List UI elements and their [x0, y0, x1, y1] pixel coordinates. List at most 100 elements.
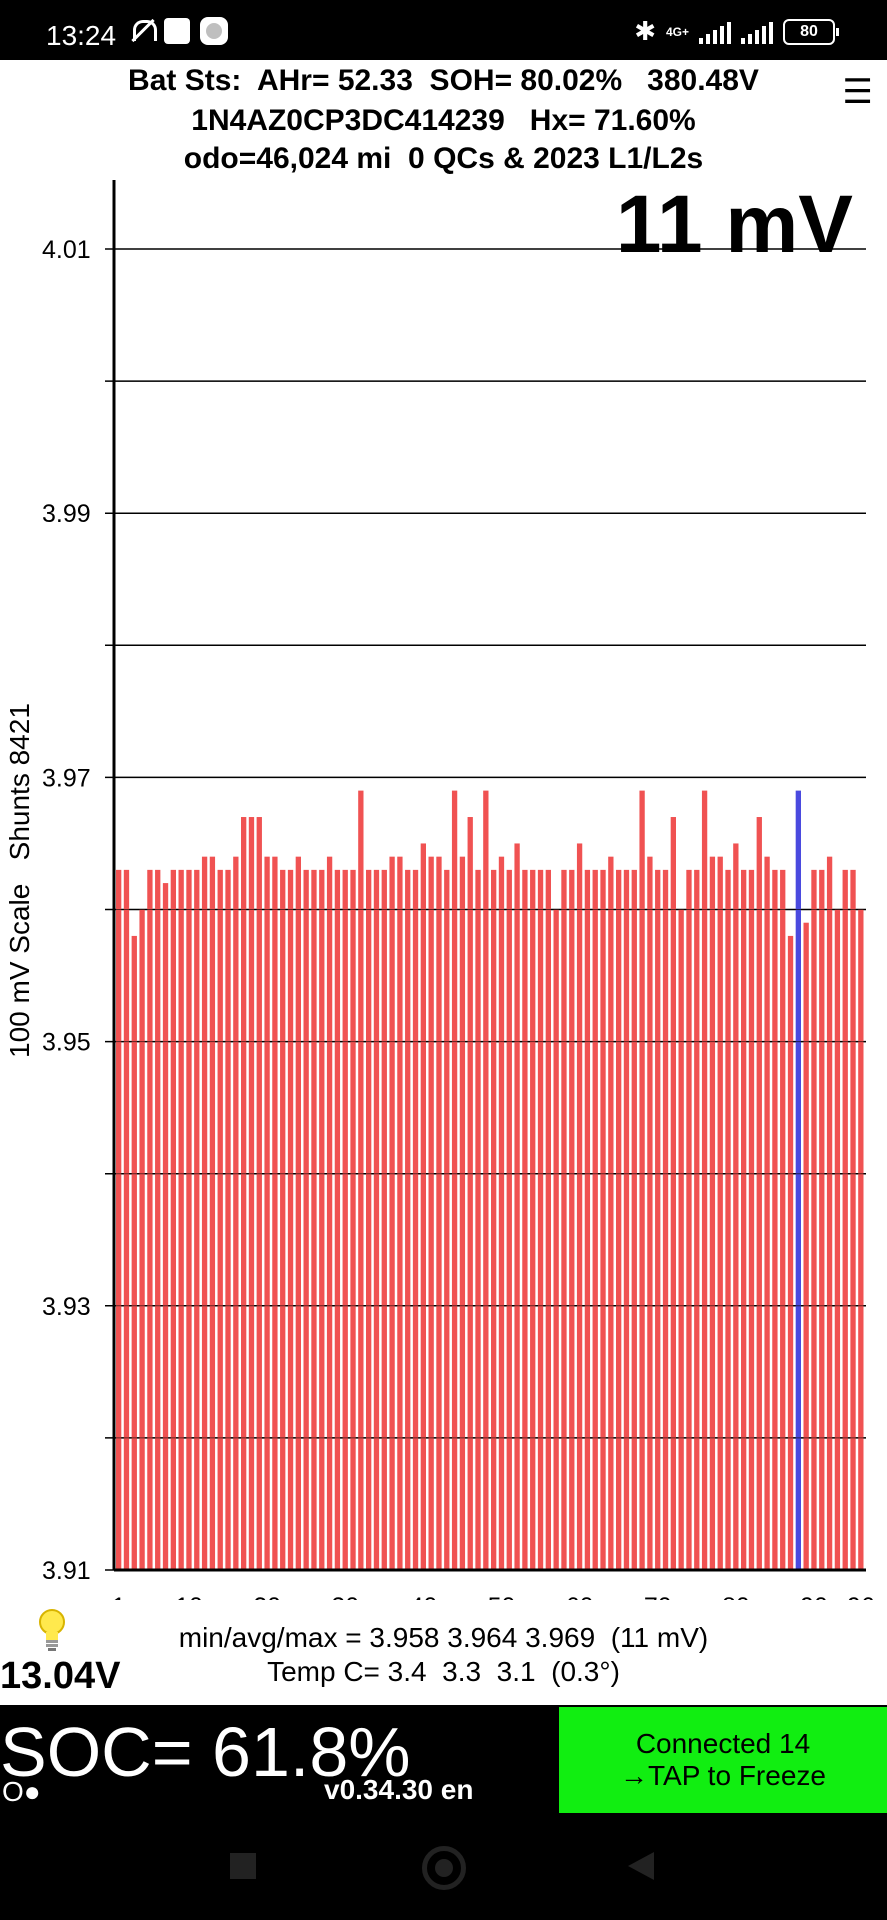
cell-bar-36 — [389, 856, 395, 1570]
x-tick-label: 30 — [331, 1593, 359, 1600]
cell-bar-19 — [256, 817, 262, 1570]
cell-bar-53 — [522, 869, 528, 1570]
network-type-label: 4G+ — [665, 24, 689, 39]
cell-bar-30 — [342, 869, 348, 1570]
vin-line: 1N4AZ0CP3DC414239 Hx= 71.60% — [191, 104, 696, 137]
cell-bar-68 — [639, 790, 645, 1570]
cell-bar-89 — [803, 922, 809, 1570]
cell-bar-61 — [584, 869, 591, 1570]
cell-bar-41 — [428, 856, 434, 1570]
cell-bar-31 — [350, 869, 356, 1570]
cell-bar-47 — [475, 869, 481, 1570]
cell-bar-33 — [366, 869, 372, 1570]
cell-bar-56 — [545, 869, 551, 1570]
cell-bar-92 — [826, 856, 833, 1570]
cell-bar-52 — [514, 843, 520, 1570]
cell-bar-59 — [569, 869, 575, 1570]
x-tick-label: 70 — [644, 1593, 672, 1600]
x-tick-label: 10 — [175, 1593, 203, 1600]
cell-voltage-chart[interactable]: 4.01 3.99 3.97 3.95 3.93 3.91 1 10 20 30 40 50 60 70… — [0, 0, 887, 1600]
cell-bar-66 — [623, 869, 630, 1570]
cell-bar-10 — [186, 869, 192, 1570]
cell-bar-43 — [444, 869, 450, 1570]
cell-bar-69 — [647, 856, 653, 1570]
cell-bar-12 — [201, 856, 208, 1570]
cell-bar-11 — [194, 869, 200, 1570]
lightbulb-icon[interactable] — [36, 1608, 68, 1652]
cell-bar-60 — [576, 843, 583, 1570]
cell-bar-34 — [373, 869, 380, 1570]
aux-battery-voltage: 13.04V — [0, 1655, 121, 1697]
x-tick-label: 60 — [566, 1593, 594, 1600]
tap-to-freeze-label: →TAP to Freeze — [620, 1760, 826, 1791]
cell-bar-62 — [592, 869, 598, 1570]
mute-bell-icon — [130, 18, 157, 44]
cell-bar-32 — [358, 790, 364, 1570]
cell-bar-4 — [139, 909, 145, 1570]
x-tick-label: 1 — [112, 1593, 126, 1600]
notification-icons — [130, 16, 228, 46]
cell-bar-44 — [451, 790, 458, 1570]
cell-bar-64 — [608, 856, 614, 1570]
cell-bar-55 — [537, 869, 544, 1570]
cell-bar-21 — [272, 856, 278, 1570]
cell-bar-88 — [795, 790, 801, 1570]
cell-bar-15 — [225, 869, 231, 1570]
cell-bar-2 — [123, 869, 130, 1570]
cell-bar-94 — [842, 869, 848, 1570]
cell-bar-91 — [819, 869, 825, 1570]
cell-bar-75 — [694, 869, 700, 1570]
y-tick-label: 3.91 — [42, 1557, 91, 1585]
cell-bar-58 — [561, 869, 567, 1570]
cell-bar-85 — [772, 869, 778, 1570]
connect-status-label: Connected 14 — [635, 1728, 811, 1759]
cell-bar-81 — [741, 869, 747, 1570]
signal-strength-icon — [699, 20, 731, 44]
cell-bar-90 — [811, 869, 817, 1570]
home-icon[interactable] — [422, 1846, 466, 1890]
notification-app-icon — [200, 17, 228, 45]
cell-bar-38 — [405, 869, 411, 1570]
cell-bar-14 — [217, 869, 223, 1570]
cell-bar-24 — [295, 856, 301, 1570]
cell-bar-77 — [709, 856, 716, 1570]
cell-bar-9 — [178, 869, 184, 1570]
cell-bar-20 — [264, 856, 270, 1570]
menu-icon[interactable]: ☰ — [842, 73, 873, 111]
y-tick-label: 4.01 — [42, 236, 91, 264]
cell-bar-96 — [858, 909, 864, 1570]
cell-bar-37 — [397, 856, 403, 1570]
cell-bar-74 — [686, 869, 692, 1570]
cell-bar-16 — [233, 856, 239, 1570]
cell-bar-25 — [303, 869, 309, 1570]
x-axis-ticks: 1 10 20 30 40 50 60 70 80 90 96 — [112, 1593, 875, 1600]
system-icons: ✱ 4G+ 80 — [634, 16, 839, 47]
cell-bar-40 — [420, 843, 426, 1570]
cell-bar-73 — [678, 909, 684, 1570]
x-tick-label: 20 — [253, 1593, 281, 1600]
connect-freeze-button[interactable]: Connected 14 →TAP to Freeze — [559, 1707, 887, 1813]
bluetooth-icon: ✱ — [634, 16, 656, 46]
cell-bar-45 — [459, 856, 466, 1570]
recents-icon[interactable] — [230, 1853, 256, 1879]
status-indicator: O● — [2, 1776, 41, 1807]
cell-bar-82 — [748, 869, 755, 1570]
cell-bar-51 — [506, 869, 512, 1570]
cell-bar-50 — [498, 856, 505, 1570]
cell-bar-87 — [787, 935, 794, 1570]
cell-bar-63 — [600, 869, 606, 1570]
cell-bar-86 — [780, 869, 786, 1570]
cell-bar-78 — [717, 856, 723, 1570]
cell-bar-84 — [764, 856, 770, 1570]
cell-bar-18 — [248, 817, 255, 1570]
cell-bar-29 — [334, 869, 341, 1570]
app-version: v0.34.30 en — [324, 1774, 474, 1805]
signal-strength-2-icon — [741, 20, 773, 44]
cell-bar-46 — [467, 817, 473, 1570]
y-tick-label: 3.97 — [42, 764, 91, 792]
battery-icon: 80 — [783, 18, 839, 45]
back-icon[interactable] — [628, 1852, 654, 1880]
cell-bar-28 — [326, 856, 333, 1570]
x-tick-label: 96 — [847, 1593, 875, 1600]
cell-bar-79 — [725, 869, 731, 1570]
